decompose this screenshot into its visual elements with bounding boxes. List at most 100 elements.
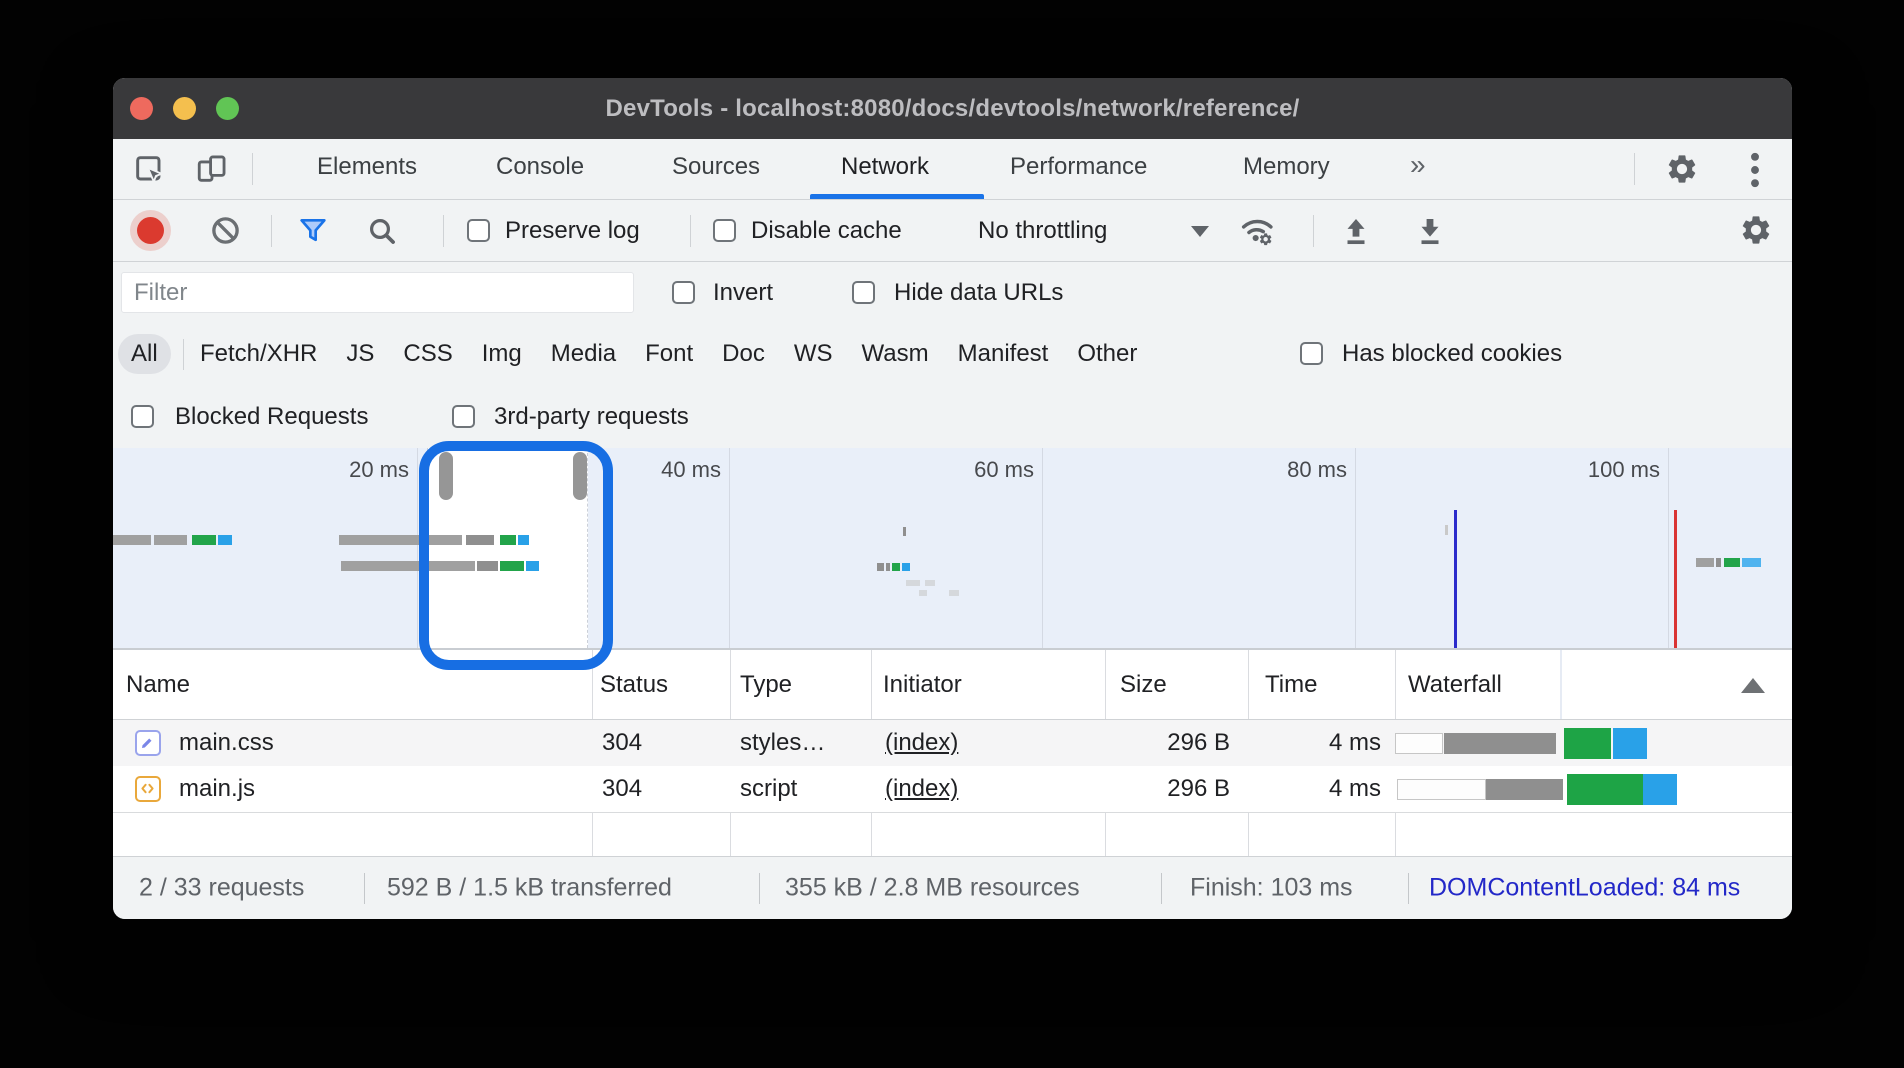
divider xyxy=(1313,215,1314,247)
has-blocked-cookies-checkbox[interactable] xyxy=(1300,342,1323,365)
sort-ascending-icon[interactable] xyxy=(1741,678,1765,693)
type-filter-other[interactable]: Other xyxy=(1077,340,1138,367)
hide-data-urls-label[interactable]: Hide data URLs xyxy=(894,278,1064,306)
request-size: 296 B xyxy=(1167,775,1230,802)
selection-right-handle[interactable] xyxy=(573,452,587,500)
table-row-main-js[interactable]: main.js 304 script (index) 296 B 4 ms xyxy=(113,766,1792,813)
export-har-icon[interactable] xyxy=(1413,214,1447,248)
type-filter-font[interactable]: Font xyxy=(645,340,694,367)
search-icon[interactable] xyxy=(366,215,398,247)
tab-sources[interactable]: Sources xyxy=(672,153,761,180)
settings-gear-icon[interactable] xyxy=(1665,152,1699,186)
column-header-type[interactable]: Type xyxy=(740,670,793,698)
request-size: 296 B xyxy=(1167,729,1230,756)
type-filter-media[interactable]: Media xyxy=(550,340,617,367)
tab-network[interactable]: Network xyxy=(841,153,930,180)
gridline xyxy=(1668,448,1669,648)
table-header: Name Status Type Initiator Size Time Wat… xyxy=(113,650,1792,720)
disable-cache-checkbox[interactable] xyxy=(713,219,736,242)
gridline xyxy=(1355,448,1356,648)
type-filter-fetch-xhr[interactable]: Fetch/XHR xyxy=(200,340,318,367)
filter-input[interactable] xyxy=(121,272,634,313)
window-title: DevTools - localhost:8080/docs/devtools/… xyxy=(605,94,1300,122)
preserve-log-label[interactable]: Preserve log xyxy=(505,216,640,244)
overview-bar xyxy=(1445,525,1448,535)
column-header-name[interactable]: Name xyxy=(126,670,191,698)
script-icon xyxy=(135,776,161,802)
request-initiator-link[interactable]: (index) xyxy=(885,775,959,802)
tab-elements[interactable]: Elements xyxy=(317,153,418,180)
record-network-log-button[interactable] xyxy=(137,217,164,244)
column-header-initiator[interactable]: Initiator xyxy=(883,670,962,698)
resources-size: 355 kB / 2.8 MB resources xyxy=(785,873,1080,902)
tab-performance[interactable]: Performance xyxy=(1010,153,1148,180)
type-filter-css[interactable]: CSS xyxy=(403,340,453,367)
column-header-waterfall[interactable]: Waterfall xyxy=(1408,670,1502,698)
close-button[interactable] xyxy=(130,97,153,120)
request-type: styles… xyxy=(740,729,826,756)
overview-bar xyxy=(477,561,498,571)
type-filter-ws[interactable]: WS xyxy=(793,340,833,367)
overview-bar xyxy=(1742,558,1761,567)
table-row-main-css[interactable]: main.css 304 styles… (index) 296 B 4 ms xyxy=(113,720,1792,767)
request-name[interactable]: main.js xyxy=(179,775,256,802)
devtools-tabbar: Elements Console Sources Network Perform… xyxy=(113,139,1792,200)
overview-bar xyxy=(902,563,910,571)
overview-bar xyxy=(466,535,494,545)
tab-memory[interactable]: Memory xyxy=(1243,153,1330,180)
has-blocked-cookies-label[interactable]: Has blocked cookies xyxy=(1342,340,1563,367)
invert-checkbox[interactable] xyxy=(672,281,695,304)
clear-network-log-icon[interactable] xyxy=(210,215,241,246)
throttling-dropdown-caret-icon[interactable] xyxy=(1191,226,1209,237)
column-header-time[interactable]: Time xyxy=(1265,670,1318,698)
type-filter-js[interactable]: JS xyxy=(346,340,375,367)
throttling-select[interactable]: No throttling xyxy=(978,216,1108,244)
divider xyxy=(690,215,691,247)
request-name[interactable]: main.css xyxy=(179,729,274,756)
filter-funnel-icon[interactable] xyxy=(297,215,329,247)
selection-left-handle[interactable] xyxy=(439,452,453,500)
dom-content-loaded-marker-line xyxy=(1454,510,1457,648)
third-party-requests-label[interactable]: 3rd-party requests xyxy=(494,402,689,430)
time-tick-label: 100 ms xyxy=(1587,457,1660,482)
third-party-requests-checkbox[interactable] xyxy=(452,405,475,428)
import-har-icon[interactable] xyxy=(1339,214,1373,248)
request-status: 304 xyxy=(602,729,643,756)
timeline-selection-window[interactable] xyxy=(427,448,588,648)
toggle-device-toolbar-icon[interactable] xyxy=(195,152,229,186)
devtools-window: DevTools - localhost:8080/docs/devtools/… xyxy=(113,78,1792,919)
request-initiator-link[interactable]: (index) xyxy=(885,729,959,756)
minimize-button[interactable] xyxy=(173,97,196,120)
overview-bar xyxy=(1724,558,1740,567)
type-filter-manifest[interactable]: Manifest xyxy=(957,340,1049,367)
hide-data-urls-checkbox[interactable] xyxy=(852,281,875,304)
zoom-button[interactable] xyxy=(216,97,239,120)
blocked-requests-label[interactable]: Blocked Requests xyxy=(175,402,369,430)
network-conditions-icon[interactable] xyxy=(1239,213,1277,249)
network-settings-gear-icon[interactable] xyxy=(1739,213,1773,247)
column-header-size[interactable]: Size xyxy=(1120,670,1167,698)
gridline xyxy=(729,448,730,648)
network-overview-timeline[interactable]: 20 ms 40 ms 60 ms 80 ms 100 ms xyxy=(113,448,1792,650)
divider xyxy=(759,873,760,904)
overview-bar xyxy=(526,561,539,571)
blocked-requests-checkbox[interactable] xyxy=(131,405,154,428)
tab-console[interactable]: Console xyxy=(496,153,585,180)
type-filter-doc[interactable]: Doc xyxy=(722,340,765,367)
divider xyxy=(1161,873,1162,904)
more-options-icon[interactable] xyxy=(1747,151,1763,189)
type-filter-img[interactable]: Img xyxy=(481,340,522,367)
time-tick-label: 20 ms xyxy=(349,457,409,482)
more-tabs-icon[interactable]: » xyxy=(1410,149,1426,180)
column-header-status[interactable]: Status xyxy=(600,670,669,698)
type-filter-all[interactable]: All xyxy=(118,334,171,374)
inspect-element-icon[interactable] xyxy=(133,153,165,185)
disable-cache-label[interactable]: Disable cache xyxy=(751,216,902,244)
titlebar[interactable]: DevTools - localhost:8080/docs/devtools/… xyxy=(113,78,1792,139)
preserve-log-checkbox[interactable] xyxy=(467,219,490,242)
waterfall-download-bar xyxy=(1643,774,1677,805)
type-filter-wasm[interactable]: Wasm xyxy=(861,340,929,367)
dom-content-loaded-time: DOMContentLoaded: 84 ms xyxy=(1429,873,1741,902)
invert-label[interactable]: Invert xyxy=(713,278,774,306)
overview-bar xyxy=(906,580,920,586)
